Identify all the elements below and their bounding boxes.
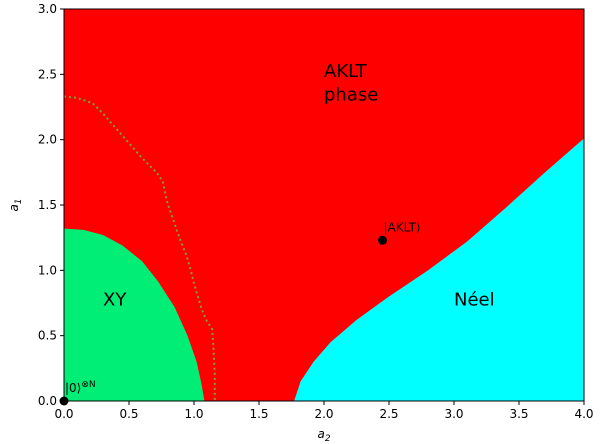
y-axis: 0.0 0.5 1.0 1.5 2.0 2.5 3.0 [38, 2, 64, 408]
state-point [59, 396, 69, 406]
y-tick-label: 1.5 [38, 198, 57, 212]
x-tick-label: 3.0 [444, 407, 463, 421]
x-tick-label: 1.0 [184, 407, 203, 421]
x-axis-label: a2 [317, 427, 330, 444]
x-tick-label: 2.0 [314, 407, 333, 421]
state-point-label: |0⟩⊗N [65, 380, 96, 395]
x-tick-label: 1.5 [249, 407, 268, 421]
region-label: phase [324, 84, 378, 105]
x-tick-label: 4.0 [574, 407, 593, 421]
x-tick-label: 0.0 [54, 407, 73, 421]
y-tick-label: 2.5 [38, 67, 57, 81]
y-tick-label: 1.0 [38, 263, 57, 277]
neel-region [294, 138, 584, 401]
y-axis-label: a1 [7, 198, 24, 211]
plot-area [64, 9, 584, 401]
dotted-phase-boundary [64, 95, 216, 401]
region-label: AKLT [324, 61, 368, 82]
region-label: Néel [454, 290, 495, 311]
state-point [378, 235, 387, 245]
xy-region [64, 228, 205, 401]
y-tick-label: 0.5 [38, 329, 57, 343]
x-tick-label: 2.5 [379, 407, 398, 421]
y-tick-label: 2.0 [38, 133, 57, 147]
region-label: XY [103, 290, 127, 311]
x-tick-label: 3.5 [509, 407, 528, 421]
x-tick-label: 0.5 [119, 407, 138, 421]
y-tick-label: 0.0 [38, 394, 57, 408]
x-axis: 0.0 0.5 1.0 1.5 2.0 2.5 3.0 3.5 4.0 [54, 401, 594, 421]
state-point-label: |AKLT⟩ [384, 220, 421, 234]
y-tick-label: 3.0 [38, 2, 57, 16]
